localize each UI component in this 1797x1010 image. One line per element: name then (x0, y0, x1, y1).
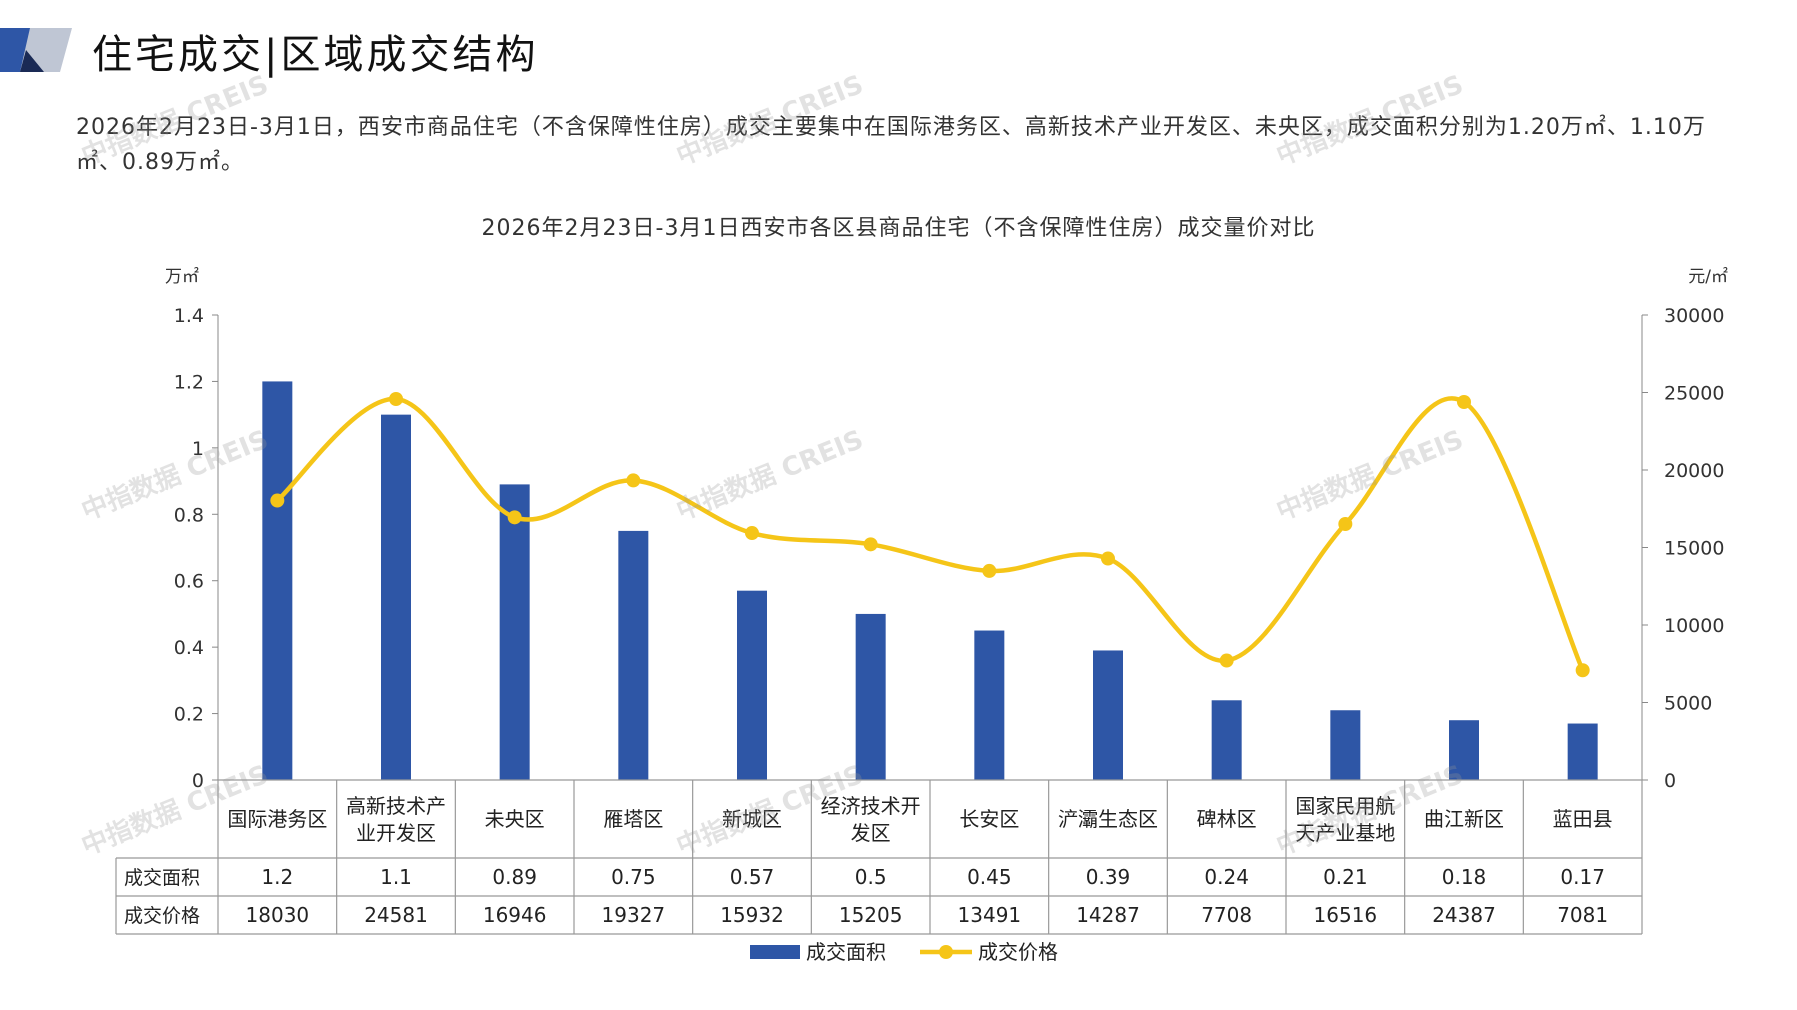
y-right-tick-label: 5000 (1664, 693, 1712, 715)
category-label: 新城区 (722, 807, 782, 831)
y-left-tick-label: 0.2 (174, 704, 204, 726)
bar-5 (737, 590, 767, 780)
bar-12 (1567, 723, 1598, 780)
y-right-unit-label: 元/㎡ (1688, 267, 1728, 287)
legend-label-area: 成交面积 (806, 940, 886, 964)
price-point-10 (1338, 517, 1353, 532)
y-left-tick-label: 1.4 (174, 305, 204, 327)
price-point-12 (1575, 663, 1590, 678)
area-value-cell: 0.75 (611, 865, 656, 889)
category-label: 雁塔区 (603, 807, 663, 831)
area-value-cell: 0.45 (967, 865, 1012, 889)
category-label: 国际港务区 (227, 807, 327, 831)
price-value-cell: 13491 (958, 903, 1022, 927)
price-point-1 (270, 493, 285, 508)
row-header-price: 成交价格 (124, 905, 200, 927)
price-point-11 (1457, 395, 1471, 410)
price-point-7 (982, 563, 997, 578)
y-right-tick-label: 20000 (1664, 460, 1724, 482)
row-header-area: 成交面积 (124, 867, 200, 889)
bar-8 (1093, 650, 1123, 780)
bar-7 (974, 630, 1005, 780)
y-left-tick-label: 0.8 (174, 504, 204, 526)
bar-10 (1330, 710, 1361, 780)
price-line (275, 396, 1585, 672)
y-left-tick-label: 1 (192, 438, 204, 460)
price-point-4 (626, 473, 641, 488)
price-value-cell: 15205 (839, 903, 903, 927)
area-value-cell: 1.1 (380, 865, 412, 889)
area-value-cell: 0.17 (1560, 865, 1605, 889)
price-point-9 (1219, 653, 1234, 668)
category-label: 蓝田县 (1553, 807, 1613, 831)
bar-11 (1449, 720, 1479, 780)
price-point-5 (745, 526, 759, 541)
price-point-2 (389, 391, 403, 406)
y-left-tick-label: 0 (192, 770, 204, 792)
area-value-cell: 0.89 (492, 865, 537, 889)
category-label: 高新技术产 (346, 794, 446, 818)
category-label: 碑林区 (1197, 807, 1257, 831)
area-value-cell: 0.18 (1442, 865, 1487, 889)
legend-label-price: 成交价格 (978, 940, 1058, 964)
category-label: 长安区 (959, 807, 1019, 831)
bar-1 (262, 381, 293, 780)
price-value-cell: 18030 (246, 903, 310, 927)
page-title: 住宅成交|区域成交结构 (92, 32, 539, 78)
y-right-tick-label: 0 (1664, 770, 1676, 792)
price-point-6 (863, 537, 878, 552)
category-label: 业开发区 (356, 821, 436, 845)
logo-icon (0, 28, 72, 72)
bar-6 (855, 613, 886, 780)
category-label: 曲江新区 (1424, 807, 1504, 831)
y-left-tick-label: 1.2 (174, 371, 204, 393)
price-value-cell: 19327 (602, 903, 666, 927)
bar-3 (499, 484, 530, 780)
area-value-cell: 0.57 (730, 865, 775, 889)
area-value-cell: 0.24 (1204, 865, 1249, 889)
y-left-unit-label: 万㎡ (165, 267, 199, 287)
price-value-cell: 16516 (1314, 903, 1378, 927)
legend-bar-swatch (750, 945, 800, 959)
bar-4 (618, 530, 649, 780)
y-right-tick-label: 10000 (1664, 615, 1724, 637)
price-value-cell: 24581 (364, 903, 428, 927)
category-label: 天产业基地 (1295, 821, 1395, 845)
y-left-tick-label: 0.4 (174, 637, 204, 659)
price-value-cell: 14287 (1076, 903, 1140, 927)
y-right-tick-label: 30000 (1664, 305, 1724, 327)
price-value-cell: 7081 (1557, 903, 1608, 927)
header: 住宅成交|区域成交结构 (0, 20, 700, 80)
y-left-tick-label: 0.6 (174, 571, 204, 593)
price-point-3 (507, 510, 522, 525)
y-right-tick-label: 15000 (1664, 538, 1724, 560)
summary-text: 2026年2月23日-3月1日，西安市商品住宅（不含保障性住房）成交主要集中在国… (76, 115, 1706, 175)
area-value-cell: 1.2 (261, 865, 293, 889)
price-value-cell: 7708 (1201, 903, 1252, 927)
bar-9 (1211, 700, 1242, 780)
price-value-cell: 24387 (1432, 903, 1496, 927)
category-label: 发区 (851, 821, 891, 845)
area-value-cell: 0.21 (1323, 865, 1368, 889)
chart-title: 2026年2月23日-3月1日西安市各区县商品住宅（不含保障性住房）成交量价对比 (481, 216, 1316, 241)
category-label: 经济技术开 (821, 794, 921, 818)
price-value-cell: 15932 (720, 903, 784, 927)
category-label: 浐灞生态区 (1058, 807, 1158, 831)
category-label: 未央区 (485, 807, 545, 831)
category-label: 国家民用航 (1295, 794, 1395, 818)
price-point-8 (1101, 551, 1115, 566)
area-value-cell: 0.39 (1086, 865, 1131, 889)
bar-2 (381, 414, 411, 780)
area-value-cell: 0.5 (855, 865, 887, 889)
price-value-cell: 16946 (483, 903, 547, 927)
y-right-tick-label: 25000 (1664, 383, 1724, 405)
legend-line-marker (939, 945, 953, 959)
